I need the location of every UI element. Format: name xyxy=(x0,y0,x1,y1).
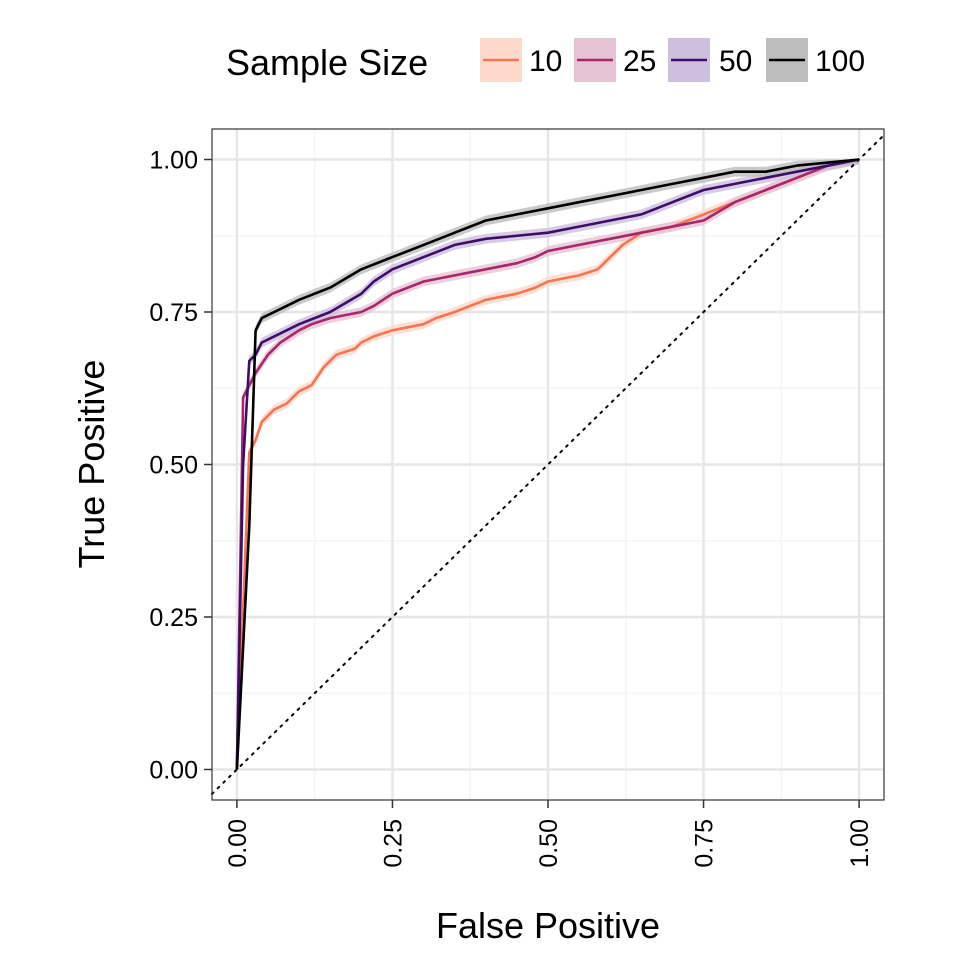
legend-label-25: 25 xyxy=(623,45,656,78)
y-axis-title: True Positive xyxy=(71,360,112,569)
reference-diagonal-line xyxy=(211,134,885,795)
legend-label-10: 10 xyxy=(529,45,562,78)
line-series-50 xyxy=(235,158,860,770)
series-lines xyxy=(235,158,860,770)
legend-item-50: 50 xyxy=(668,38,752,82)
legend-label-100: 100 xyxy=(815,45,865,78)
x-axis-title: False Positive xyxy=(436,905,660,946)
y-tick-label: 0.25 xyxy=(149,604,198,632)
x-axis: 0.00 0.25 0.50 0.75 1.00 xyxy=(224,800,874,868)
legend-title: Sample Size xyxy=(226,42,428,83)
x-tick-label: 0.00 xyxy=(224,819,252,868)
legend-label-50: 50 xyxy=(719,45,752,78)
legend-entries: 10 25 50 100 xyxy=(480,38,865,82)
line-series-10 xyxy=(235,158,860,770)
x-tick-label: 1.00 xyxy=(846,819,874,868)
x-tick-label: 0.50 xyxy=(535,819,563,868)
grid xyxy=(212,129,884,800)
y-tick-label: 0.50 xyxy=(149,452,198,480)
legend-item-100: 100 xyxy=(766,38,865,82)
x-tick-label: 0.25 xyxy=(379,819,407,868)
legend: Sample Size 10 25 50 100 xyxy=(226,38,865,83)
y-tick-label: 0.75 xyxy=(149,299,198,327)
x-tick-label: 0.75 xyxy=(691,819,719,868)
legend-item-25: 25 xyxy=(574,38,656,82)
line-series-100 xyxy=(235,158,860,770)
y-tick-label: 1.00 xyxy=(149,147,198,175)
y-axis: 0.00 0.25 0.50 0.75 1.00 xyxy=(149,147,212,785)
line-series-25 xyxy=(235,158,860,770)
legend-item-10: 10 xyxy=(480,38,562,82)
y-tick-label: 0.00 xyxy=(149,757,198,785)
